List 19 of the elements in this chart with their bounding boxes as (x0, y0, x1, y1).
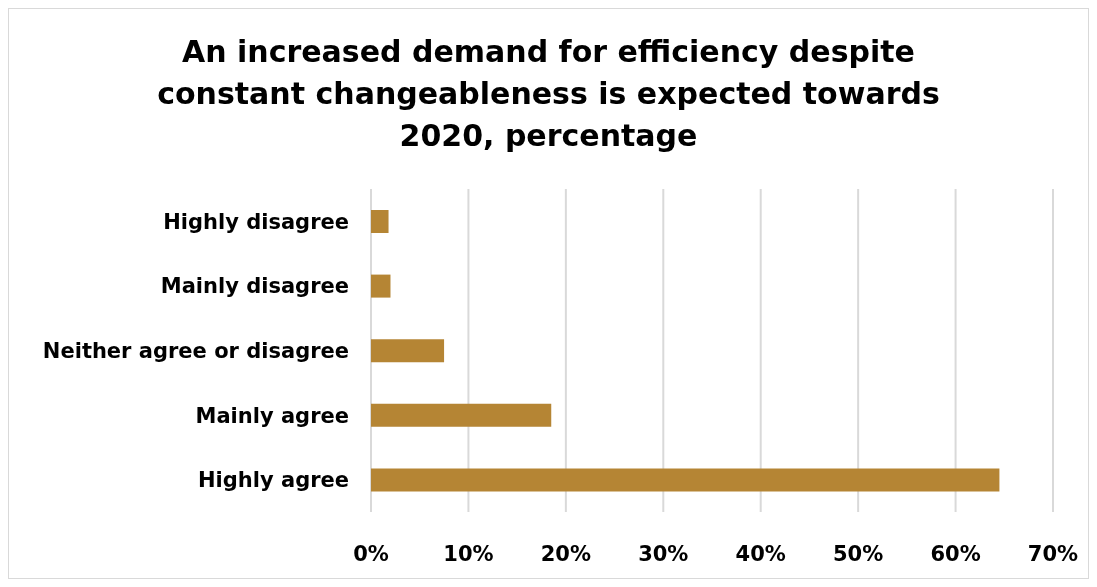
bar (371, 339, 445, 363)
x-tick-label: 70% (1027, 541, 1079, 566)
x-tick-label: 20% (540, 541, 591, 566)
y-tick-label: Neither agree or disagree (42, 338, 349, 363)
x-tick-label: 30% (638, 541, 689, 566)
bar (371, 403, 552, 427)
x-tick-label: 50% (833, 541, 884, 566)
x-tick-label: 0% (353, 541, 389, 566)
bar (371, 210, 389, 233)
bar (371, 274, 391, 298)
y-tick-label: Highly disagree (163, 209, 349, 234)
x-tick-label: 40% (735, 541, 786, 566)
chart-title: An increased demand for efficiency despite constant changeableness is expected towards 2020, percentage (156, 33, 941, 155)
x-tick-label: 60% (930, 541, 981, 566)
y-tick-label: Mainly disagree (160, 274, 349, 299)
bar (371, 468, 1000, 492)
y-tick-label: Mainly agree (195, 403, 349, 428)
y-tick-label: Highly agree (198, 468, 349, 493)
x-tick-label: 10% (443, 541, 494, 566)
